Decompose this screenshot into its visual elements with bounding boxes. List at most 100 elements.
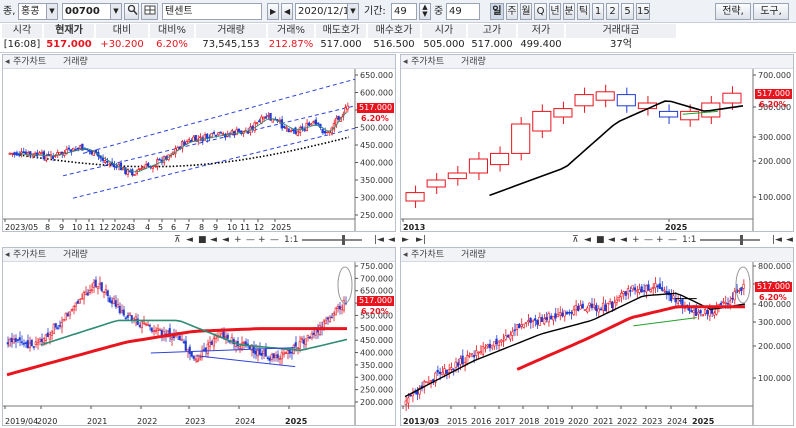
quote-header: 저가 xyxy=(518,24,564,38)
candle xyxy=(146,324,149,326)
tab-volume[interactable]: 거래량 xyxy=(461,250,486,260)
candle xyxy=(48,334,51,340)
interval-button[interactable]: 년 xyxy=(549,3,561,20)
x-tick-label: 10 xyxy=(227,223,237,232)
date-input[interactable]: 2020/12/10 ▼ xyxy=(295,3,359,20)
code-input[interactable]: 00700 ▼ xyxy=(62,3,122,20)
zoom-slider[interactable] xyxy=(302,239,362,241)
interval-button[interactable]: 15 xyxy=(636,3,650,20)
scroll-left-icon[interactable]: ◄ xyxy=(584,235,591,245)
tab-volume[interactable]: 거래량 xyxy=(63,57,88,67)
price-chart-svg[interactable]: 700.000 500.000 300.000 200.000 100.000 2013 2… xyxy=(401,69,794,232)
candle xyxy=(324,319,327,324)
pin-icon[interactable]: ◂ xyxy=(5,250,10,260)
x-tick-label: 2024 xyxy=(667,417,687,426)
interval-button[interactable]: Q xyxy=(534,3,547,20)
price-chart-svg[interactable]: 750.000700.000650.000600.000550.000500.0… xyxy=(3,262,396,426)
first-page-icon[interactable]: |◄ xyxy=(772,235,782,245)
zoom-out-icon[interactable]: ⊼ xyxy=(572,235,579,245)
zoom-slider[interactable] xyxy=(700,239,760,241)
count-input[interactable]: 49 xyxy=(446,3,480,20)
candle xyxy=(465,355,469,364)
x-tick-label: 3 xyxy=(130,223,135,232)
spin-icon[interactable]: ▲ ▼ xyxy=(419,3,431,20)
tab-price-chart[interactable]: 주가차트 xyxy=(13,250,47,260)
interval-button[interactable]: 1 xyxy=(592,3,604,20)
step-left-icon[interactable]: ◄ xyxy=(608,235,615,245)
price-chart-svg[interactable]: 800.000600.000400.000300.000200.000100.0… xyxy=(401,262,794,426)
period-input[interactable]: 49 xyxy=(391,3,417,20)
chart-pane-bottom-right[interactable]: ◂주가차트 거래량 800.000600.000400.000300.000200.… xyxy=(400,247,794,426)
pin-icon[interactable]: ◂ xyxy=(403,250,408,260)
candle xyxy=(20,341,23,343)
tab-price-chart[interactable]: 주가차트 xyxy=(411,250,445,260)
add-icon[interactable]: + xyxy=(656,235,664,245)
name-field[interactable]: 텐센트 xyxy=(162,3,262,20)
zoom-in-icon[interactable]: + xyxy=(234,235,242,245)
y-tick-label: 600.000 xyxy=(360,89,393,98)
interval-button[interactable]: 월 xyxy=(520,3,532,20)
prev-page-icon[interactable]: ◄ xyxy=(388,235,395,245)
chart-pane-top-left[interactable]: ◂주가차트 거래량 650.000600.000550.000500.000450.… xyxy=(2,54,396,232)
candle xyxy=(665,291,668,294)
y-tick-label: 650.000 xyxy=(360,287,393,296)
candle xyxy=(733,291,736,301)
zoom-out-small-icon[interactable]: — xyxy=(644,235,653,245)
slider-thumb[interactable] xyxy=(740,235,743,245)
interval-button[interactable]: 5 xyxy=(621,3,634,20)
interval-button[interactable]: 2 xyxy=(606,3,619,20)
candle xyxy=(138,324,141,327)
grid-icon[interactable] xyxy=(141,3,158,20)
tools-button[interactable]: 도구, xyxy=(753,3,789,20)
add-icon[interactable]: + xyxy=(258,235,266,245)
candle xyxy=(78,145,82,150)
candle xyxy=(703,309,707,314)
interval-button[interactable]: 주 xyxy=(506,3,518,20)
step-left-icon[interactable]: ◄ xyxy=(210,235,217,245)
zoom-out-small-icon[interactable]: — xyxy=(246,235,255,245)
candle xyxy=(102,291,105,294)
stop-icon[interactable]: ■ xyxy=(596,235,605,245)
scroll-start-icon[interactable]: ◄ xyxy=(620,235,627,245)
tab-volume[interactable]: 거래량 xyxy=(63,250,88,260)
zoom-in-icon[interactable]: + xyxy=(632,235,640,245)
candle xyxy=(511,331,514,336)
zoom-out-icon[interactable]: ⊼ xyxy=(174,235,181,245)
chart-pane-bottom-left[interactable]: ◂주가차트 거래량 750.000700.000650.000600.000550.… xyxy=(2,247,396,426)
stop-icon[interactable]: ■ xyxy=(198,235,207,245)
prev-icon[interactable]: ◀ xyxy=(281,3,293,20)
tab-price-chart[interactable]: 주가차트 xyxy=(13,57,47,67)
interval-button[interactable]: 틱 xyxy=(577,3,590,20)
search-icon[interactable] xyxy=(124,3,139,20)
candle xyxy=(64,313,67,321)
market-select[interactable]: 홍콩 ▼ xyxy=(18,3,58,20)
x-tick-label: 8 xyxy=(45,223,50,232)
candle xyxy=(294,342,297,347)
next-page-icon[interactable]: ► xyxy=(402,235,409,245)
candle xyxy=(288,350,291,354)
next-icon[interactable]: ▶ xyxy=(267,3,279,20)
chart-pane-top-right[interactable]: ◂ 주가차트 거래량 700.000 500.000 300.000 200.000 100.… xyxy=(400,54,794,232)
interval-button[interactable]: 일 xyxy=(490,3,504,20)
scroll-start-icon[interactable]: ◄ xyxy=(222,235,229,245)
pin-icon[interactable]: ◂ xyxy=(5,57,10,67)
candle xyxy=(328,130,331,133)
candle xyxy=(126,315,129,318)
scroll-left-icon[interactable]: ◄ xyxy=(186,235,193,245)
pin-icon[interactable]: ◂ xyxy=(403,57,408,67)
minus-icon[interactable]: — xyxy=(270,235,279,245)
interval-button[interactable]: 분 xyxy=(563,3,575,20)
x-tick-label: 12 xyxy=(254,223,264,232)
last-page-icon[interactable]: ►| xyxy=(416,235,426,245)
minus-icon[interactable]: — xyxy=(668,235,677,245)
chart-controls-right: ⊼◄■◄◄+—+—1:1|◄◄►►| xyxy=(570,233,796,247)
tab-volume[interactable]: 거래량 xyxy=(461,57,486,67)
candle xyxy=(468,355,471,357)
slider-thumb[interactable] xyxy=(342,235,345,245)
price-chart-svg[interactable]: 650.000600.000550.000500.000450.000400.0… xyxy=(3,69,396,232)
tab-price-chart[interactable]: 주가차트 xyxy=(411,57,445,67)
prev-page-icon[interactable]: ◄ xyxy=(786,235,793,245)
strategy-button[interactable]: 전략, xyxy=(715,3,751,20)
first-page-icon[interactable]: |◄ xyxy=(374,235,384,245)
candle xyxy=(479,351,482,353)
